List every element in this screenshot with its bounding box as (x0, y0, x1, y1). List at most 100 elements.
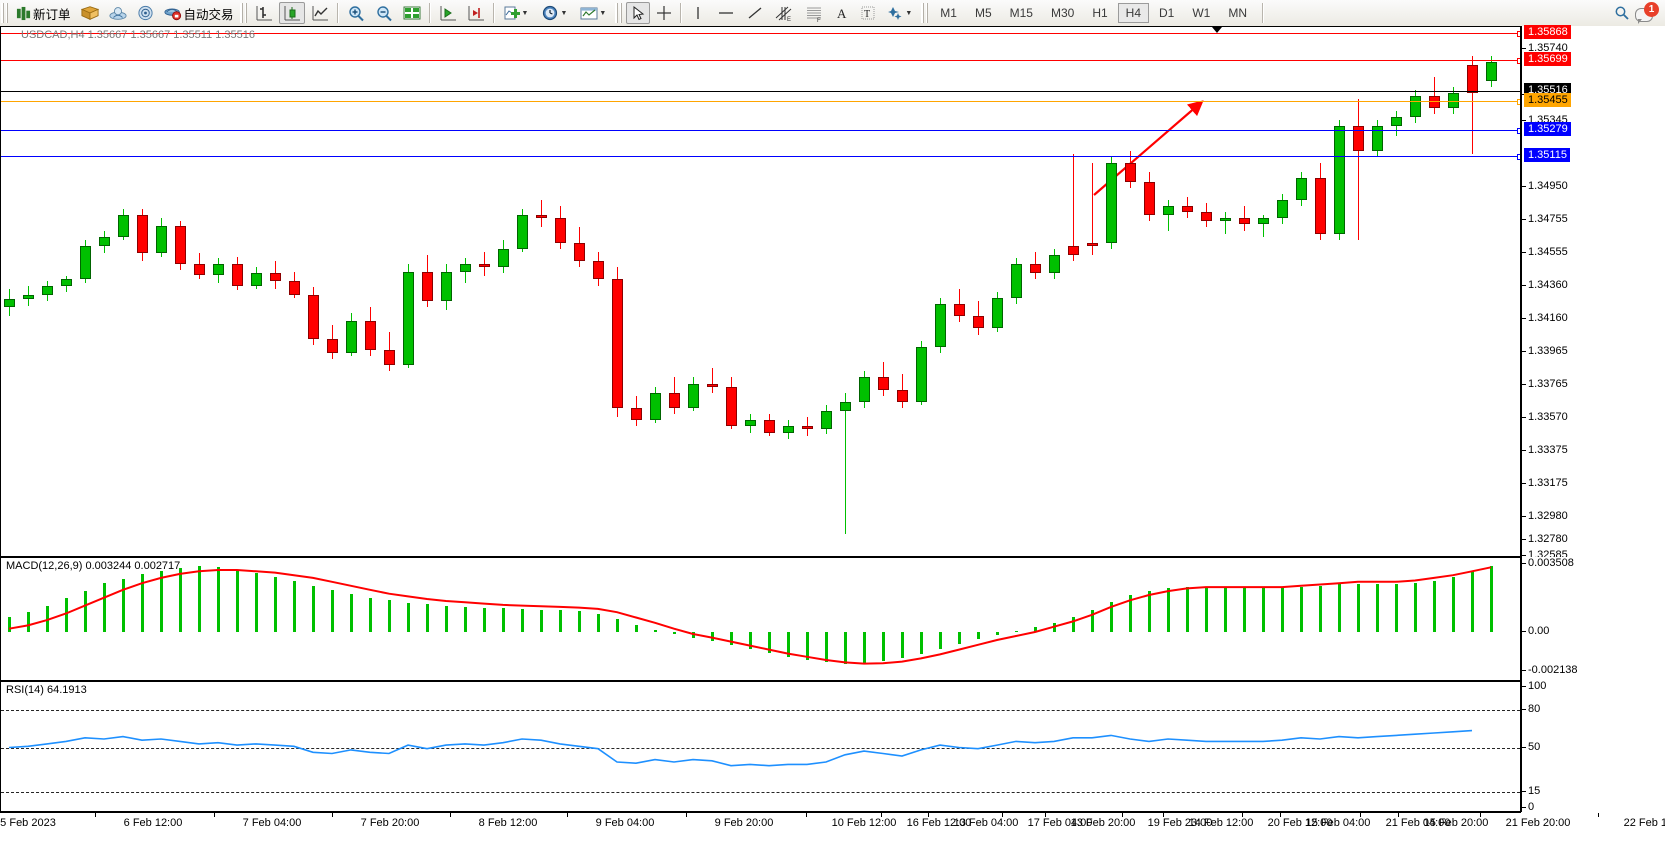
add-indicator-button[interactable]: ▼ (499, 2, 536, 24)
trendline-button[interactable] (742, 2, 768, 24)
cursor-button[interactable] (626, 2, 651, 24)
tab-timeframe-w1[interactable]: W1 (1192, 6, 1211, 20)
time-separator (567, 813, 568, 817)
fibonacci-button[interactable]: F (800, 2, 828, 24)
macd-histogram-bar (1471, 571, 1474, 632)
add-indicator-dropdown-arrow[interactable]: ▼ (521, 9, 529, 17)
tile-windows-button[interactable] (399, 2, 425, 24)
time-axis[interactable]: 5 Feb 2023 6 Feb 12:00 7 Feb 04:00 7 Feb 20… (0, 812, 1665, 843)
time-separator (1598, 813, 1599, 817)
macd-tick-max: 0.003508 (1522, 557, 1574, 569)
time-label: 7 Feb 20:00 (360, 817, 420, 829)
price-chart-pane[interactable]: USDCAD,H4 1.35667 1.35667 1.35511 1.3551… (0, 26, 1521, 557)
candle-wick (484, 251, 485, 277)
macd-histogram-bar (217, 567, 220, 632)
time-separator (214, 813, 215, 817)
line-chart-button[interactable] (307, 2, 333, 24)
equidistant-channel-button[interactable]: E (770, 2, 798, 24)
zoom-out-button[interactable] (371, 2, 397, 24)
macd-canvas[interactable]: MACD(12,26,9) 0.003244 0.002717 (1, 558, 1520, 680)
candle-body (650, 392, 661, 421)
rsi-canvas[interactable]: RSI(14) 64.1913 (1, 682, 1520, 811)
search-button[interactable] (1610, 2, 1634, 24)
price-line-1.35699[interactable] (1, 58, 1520, 64)
period-dropdown-arrow[interactable]: ▼ (560, 9, 568, 17)
macd-histogram-bar (46, 605, 49, 632)
text-label-button[interactable]: T (856, 2, 880, 24)
tab-timeframe-h4[interactable]: H4 (1117, 3, 1149, 23)
candle-body (1391, 117, 1402, 127)
shapes-button[interactable]: ▼ (882, 2, 919, 24)
tab-timeframe-mn[interactable]: MN (1228, 6, 1248, 20)
vertical-line-button[interactable] (686, 2, 710, 24)
main-toolbar: 新订单 (0, 0, 1665, 27)
candle-wick (541, 199, 542, 228)
toolbar-grip[interactable] (1, 3, 9, 23)
candle-body (802, 426, 813, 430)
zoom-in-button[interactable] (343, 2, 369, 24)
toolbar-grip-2[interactable] (239, 3, 248, 23)
price-scale[interactable]: 1.357401.355401.353451.349501.347551.345… (1521, 25, 1665, 561)
period-button[interactable]: ▼ (537, 2, 574, 24)
shift-end-button[interactable] (463, 2, 489, 24)
macd-histogram-bar (1205, 587, 1208, 632)
tab-timeframe-m5[interactable]: M5 (974, 6, 992, 20)
candlestick-chart-button[interactable] (278, 2, 305, 24)
signal-icon (137, 5, 153, 21)
rsi-pane[interactable]: RSI(14) 64.1913 (0, 681, 1521, 812)
toolbar-grip-3[interactable] (615, 3, 624, 23)
templates-button[interactable]: ▼ (576, 2, 613, 24)
candle-body (23, 294, 34, 299)
signals-button[interactable] (133, 2, 158, 24)
price-line-1.35279[interactable] (1, 128, 1520, 134)
tab-timeframe-h1[interactable]: H1 (1092, 6, 1108, 20)
toolbar-grip-4[interactable] (921, 3, 930, 23)
rsi-tick-100: 100 (1521, 680, 1547, 692)
candle-wick (1092, 163, 1093, 255)
tab-timeframe-d1[interactable]: D1 (1159, 6, 1175, 20)
templates-dropdown-arrow[interactable]: ▼ (599, 9, 607, 17)
bar-chart-button[interactable] (251, 2, 277, 24)
macd-pane[interactable]: MACD(12,26,9) 0.003244 0.002717 (0, 557, 1521, 681)
tab-timeframe-m30[interactable]: M30 (1050, 6, 1075, 20)
candle-body (897, 389, 908, 402)
alerts-button[interactable]: 1 (1635, 2, 1659, 24)
autotrading-button[interactable]: 自动交易 (160, 2, 238, 24)
macd-histogram-bar (1452, 576, 1455, 632)
price-tick-1.34555: 1.34555 (1522, 246, 1568, 258)
tab-timeframe-m1[interactable]: M1 (940, 6, 957, 20)
rsi-tick-80: 80 (1521, 703, 1541, 715)
price-tick-1.33175: 1.33175 (1522, 477, 1568, 489)
candle-body (1144, 181, 1155, 216)
text-button[interactable]: A (830, 2, 854, 24)
crosshair-button[interactable] (652, 2, 676, 24)
price-line-1.35868[interactable] (1, 31, 1520, 37)
terminal-button[interactable] (105, 2, 131, 24)
candle-body (1296, 178, 1307, 200)
shift-start-button[interactable] (435, 2, 461, 24)
macd-histogram-bar (882, 632, 885, 661)
shapes-dropdown-arrow[interactable]: ▼ (905, 9, 913, 17)
book-button[interactable] (77, 2, 103, 24)
rsi-title: RSI(14) 64.1913 (6, 684, 87, 696)
macd-histogram-bar (597, 613, 600, 632)
macd-histogram-bar (730, 632, 733, 645)
macd-histogram-bar (141, 573, 144, 632)
svg-text:E: E (787, 17, 791, 22)
time-label: 8 Feb 12:00 (478, 817, 538, 829)
macd-histogram-bar (901, 632, 904, 658)
candle-body (1201, 212, 1212, 222)
price-line-1.35115[interactable] (1, 154, 1520, 160)
candle-body (1068, 245, 1079, 255)
price-chart-canvas[interactable]: USDCAD,H4 1.35667 1.35667 1.35511 1.3551… (1, 27, 1520, 556)
new-order-button[interactable]: 新订单 (12, 2, 75, 24)
price-tick-1.34360: 1.34360 (1522, 279, 1568, 291)
candle-wick (1168, 199, 1169, 231)
price-line-1.35455[interactable] (1, 99, 1520, 105)
price-label-1.35868: 1.35868 (1524, 25, 1571, 39)
horizontal-line-button[interactable] (712, 2, 740, 24)
tab-timeframe-m15[interactable]: M15 (1009, 6, 1033, 20)
macd-histogram-bar (635, 625, 638, 632)
macd-histogram-bar (369, 597, 372, 632)
candle-body (574, 242, 585, 262)
